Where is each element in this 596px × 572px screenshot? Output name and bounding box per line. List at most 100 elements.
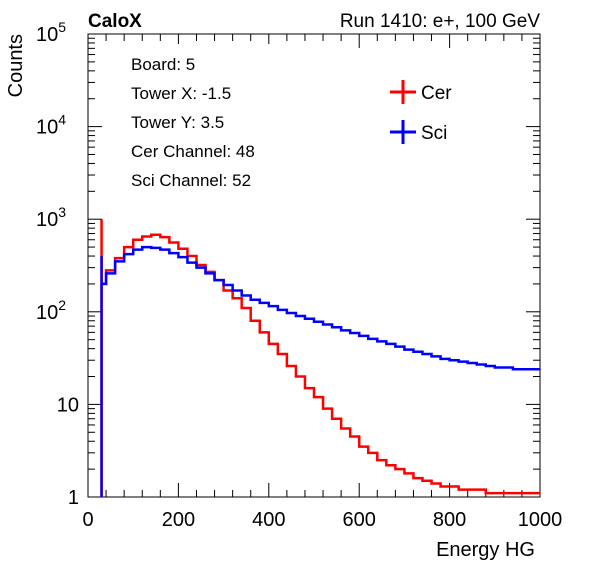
series-sci-point <box>421 350 424 353</box>
series-sci-point <box>331 323 333 326</box>
series-sci-point <box>448 358 451 360</box>
series-sci-point <box>177 252 180 254</box>
series-cer-point <box>484 488 487 491</box>
series-sci-point <box>430 353 433 355</box>
x-tick-label: 400 <box>252 509 285 531</box>
series-sci-point <box>132 253 134 255</box>
series-sci-point <box>240 289 243 292</box>
series-sci-point <box>530 368 532 370</box>
series-sci-point <box>367 335 370 337</box>
series-cer-point <box>412 472 415 475</box>
info-line: Board: 5 <box>131 55 195 74</box>
legend-cer-label: Cer <box>421 83 452 104</box>
series-sci-point <box>313 318 315 320</box>
y-tick-label: 105 <box>36 19 66 46</box>
series-cer-point <box>367 445 370 448</box>
series-sci-point <box>141 248 144 251</box>
series-sci-point <box>204 266 207 269</box>
series-cer-point <box>512 492 514 494</box>
series-cer-point <box>539 492 541 494</box>
y-tick-label: 104 <box>36 112 66 139</box>
series-cer-point <box>141 238 144 241</box>
series-cer-point <box>466 488 469 491</box>
series-cer-point <box>132 246 134 248</box>
info-line: Cer Channel: 48 <box>131 142 255 161</box>
series-sci-point <box>385 340 388 343</box>
plot-frame <box>87 33 541 498</box>
series-cer-point <box>494 492 496 494</box>
info-line: Tower Y: 3.5 <box>131 113 224 132</box>
x-tick-label: 200 <box>162 509 195 531</box>
series-sci-point <box>249 294 252 297</box>
series-cer-point <box>159 233 162 236</box>
series-sci-histogram <box>100 245 540 497</box>
series-cer-point <box>385 459 388 461</box>
series-cer-point <box>177 241 180 244</box>
series-sci-point <box>286 309 288 311</box>
series-cer-point <box>475 488 478 491</box>
y-tick-label: 10 <box>57 394 79 416</box>
series-cer-point <box>448 485 451 488</box>
x-axis-title: Energy HG <box>436 539 535 561</box>
series-sci-point <box>349 329 351 332</box>
series-cer-histogram <box>100 219 540 497</box>
series-cer-point <box>358 435 361 438</box>
series-sci-point <box>231 284 234 286</box>
series-sci-point <box>340 326 342 329</box>
series-cer-point <box>249 307 252 309</box>
series-cer-point <box>168 236 171 238</box>
x-tick-label: 0 <box>82 509 93 531</box>
series-sci-point <box>394 343 397 345</box>
series-sci-point <box>123 260 125 263</box>
series-sci-point <box>150 246 153 248</box>
series-sci-point <box>195 261 198 264</box>
series-cer-point <box>403 468 406 470</box>
series-cer-point <box>150 235 153 238</box>
series-sci-point <box>277 305 279 307</box>
series-sci-point <box>159 247 162 249</box>
series-cer-point <box>277 343 279 345</box>
series-sci-point <box>475 362 478 364</box>
series-sci-point <box>457 359 460 362</box>
info-line: Sci Channel: 52 <box>131 171 251 190</box>
y-tick-label: 1 <box>68 487 79 509</box>
series-sci-point <box>114 272 116 275</box>
series-sci-point <box>105 283 107 285</box>
y-tick-label: 103 <box>36 204 66 231</box>
series-cer-point <box>340 417 342 420</box>
series-cer-point <box>457 485 460 488</box>
series-sci-point <box>539 368 541 370</box>
series-cer-point <box>186 247 189 250</box>
series-cer-point <box>376 452 379 454</box>
x-tick-label: 1000 <box>518 509 563 531</box>
series-cer-point <box>430 479 433 482</box>
series-sci-point <box>439 355 442 358</box>
series-sci-point <box>521 368 523 370</box>
series-sci-point <box>376 338 379 340</box>
series-sci-point <box>412 348 415 351</box>
series-sci-point <box>258 298 261 301</box>
series-cer-point <box>313 387 315 389</box>
series-sci-point <box>494 365 496 367</box>
y-tick-label: 102 <box>36 297 66 324</box>
legend-sci-label: Sci <box>421 123 447 144</box>
series-sci-point <box>466 360 469 363</box>
series-sci-point <box>186 256 189 258</box>
series-cer-point <box>204 264 207 266</box>
series-cer-point <box>240 297 243 300</box>
series-sci-point <box>222 279 225 281</box>
series-cer-point <box>530 492 532 494</box>
series-sci-point <box>295 312 297 314</box>
x-tick-label: 800 <box>433 509 466 531</box>
series-cer-point <box>258 319 261 322</box>
run-info: Run 1410: e+, 100 GeV <box>340 11 541 32</box>
series-cer-point <box>421 477 424 479</box>
series-cer-point <box>521 492 523 494</box>
series-sci-point <box>322 320 324 323</box>
series-cer-point <box>195 255 198 257</box>
series-sci-point <box>512 366 514 369</box>
series-cer-point <box>286 353 288 355</box>
series-sci-point <box>304 315 306 317</box>
series-sci-point <box>484 363 487 366</box>
